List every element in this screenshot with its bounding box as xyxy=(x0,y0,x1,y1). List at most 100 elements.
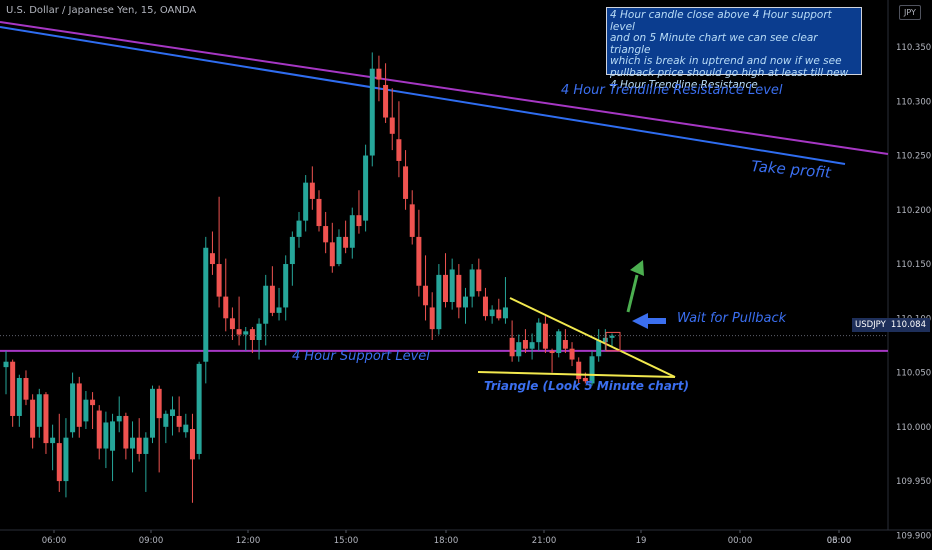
candle-body[interactable] xyxy=(542,323,548,349)
candle-body[interactable] xyxy=(176,415,182,427)
candle-body[interactable] xyxy=(556,331,562,354)
candle-body[interactable] xyxy=(296,220,302,237)
candle-body[interactable] xyxy=(423,285,429,306)
candle-body[interactable] xyxy=(403,166,409,199)
candle-body[interactable] xyxy=(90,399,96,406)
candle-body[interactable] xyxy=(436,274,442,330)
candle-body[interactable] xyxy=(189,428,195,460)
candle-body[interactable] xyxy=(110,421,116,451)
candle-body[interactable] xyxy=(156,388,162,419)
candle-body[interactable] xyxy=(136,437,142,454)
candle-body[interactable] xyxy=(602,337,608,343)
candle-body[interactable] xyxy=(130,437,136,449)
candle-body[interactable] xyxy=(323,226,329,243)
candle-body[interactable] xyxy=(83,399,89,422)
trendline-resistance-purple[interactable] xyxy=(0,21,889,155)
candle-body[interactable] xyxy=(23,377,29,400)
candle-body[interactable] xyxy=(223,296,229,319)
candle-body[interactable] xyxy=(30,399,36,438)
candle-body[interactable] xyxy=(50,437,56,444)
candle-body[interactable] xyxy=(283,264,289,308)
candle-body[interactable] xyxy=(569,348,575,360)
candle-body[interactable] xyxy=(123,415,129,449)
candle-body[interactable] xyxy=(63,437,69,482)
candle-body[interactable] xyxy=(416,236,422,286)
trendline-resistance-blue[interactable] xyxy=(0,26,846,165)
triangle-upper-line[interactable] xyxy=(509,297,676,378)
candle-body[interactable] xyxy=(336,236,342,265)
candle-body[interactable] xyxy=(309,182,315,199)
candle-body[interactable] xyxy=(489,309,495,317)
candle-body[interactable] xyxy=(256,323,262,341)
candle-body[interactable] xyxy=(36,394,42,427)
candle-body[interactable] xyxy=(243,331,249,335)
candle-body[interactable] xyxy=(43,394,49,444)
candle-body[interactable] xyxy=(143,437,149,454)
candle-body[interactable] xyxy=(76,383,82,427)
candle-body[interactable] xyxy=(10,361,16,416)
y-tick-label: 110.050 xyxy=(896,369,931,379)
candle-body[interactable] xyxy=(509,337,515,357)
candle-body[interactable] xyxy=(389,117,395,134)
candle-body[interactable] xyxy=(396,139,402,161)
candle-body[interactable] xyxy=(476,269,482,292)
candle-body[interactable] xyxy=(163,413,169,427)
candle-body[interactable] xyxy=(263,285,269,324)
candle-body[interactable] xyxy=(536,322,542,343)
candle-body[interactable] xyxy=(229,318,235,330)
candle-body[interactable] xyxy=(429,307,435,330)
candle-body[interactable] xyxy=(236,329,242,335)
candle-body[interactable] xyxy=(522,340,528,349)
candle-body[interactable] xyxy=(343,236,349,248)
candle-body[interactable] xyxy=(169,409,175,416)
candle-body[interactable] xyxy=(329,242,335,267)
candle-body[interactable] xyxy=(196,363,202,454)
candle-body[interactable] xyxy=(103,422,109,449)
candle-body[interactable] xyxy=(203,247,209,362)
candle-body[interactable] xyxy=(3,361,9,368)
candle-body[interactable] xyxy=(589,356,595,384)
candle-body[interactable] xyxy=(502,307,508,319)
candle-body[interactable] xyxy=(349,215,355,248)
candle-body[interactable] xyxy=(289,236,295,265)
candle-body[interactable] xyxy=(70,383,76,433)
candle-body[interactable] xyxy=(209,253,215,265)
candle-body[interactable] xyxy=(596,340,602,357)
candle-body[interactable] xyxy=(609,335,615,338)
candle-body[interactable] xyxy=(409,204,415,237)
candle-body[interactable] xyxy=(56,443,62,482)
candle-body[interactable] xyxy=(462,296,468,308)
candle-body[interactable] xyxy=(549,350,555,354)
candle-body[interactable] xyxy=(582,377,588,382)
candle-body[interactable] xyxy=(249,329,255,341)
candle-body[interactable] xyxy=(496,309,502,319)
candle-body[interactable] xyxy=(303,182,309,221)
candle-body[interactable] xyxy=(116,415,122,422)
candle-body[interactable] xyxy=(216,264,222,297)
candle-body[interactable] xyxy=(150,388,156,438)
candle-body[interactable] xyxy=(316,198,322,227)
candle-body[interactable] xyxy=(356,215,362,227)
candle-body[interactable] xyxy=(269,285,275,313)
candle-body[interactable] xyxy=(369,68,375,156)
candle-body[interactable] xyxy=(363,155,369,221)
candle-body[interactable] xyxy=(96,410,102,449)
candle-body[interactable] xyxy=(482,296,488,317)
candle-body[interactable] xyxy=(449,269,455,303)
candle-body[interactable] xyxy=(516,342,522,357)
candle-body[interactable] xyxy=(562,340,568,349)
candle-body[interactable] xyxy=(576,361,582,380)
triangle-lower-line[interactable] xyxy=(477,371,676,378)
candle-body[interactable] xyxy=(529,342,535,349)
candle-body[interactable] xyxy=(456,274,462,308)
candle-body[interactable] xyxy=(16,377,22,416)
candle-body[interactable] xyxy=(443,274,449,303)
candle-body[interactable] xyxy=(183,424,189,433)
currency-badge[interactable]: JPY xyxy=(899,5,921,20)
candle-body[interactable] xyxy=(376,68,382,80)
candle-body[interactable] xyxy=(383,84,389,118)
candle-body[interactable] xyxy=(276,307,282,313)
candle-body[interactable] xyxy=(469,269,475,297)
